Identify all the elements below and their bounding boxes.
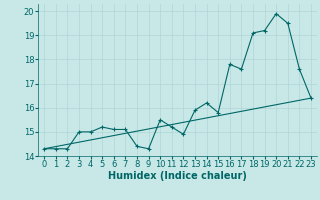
X-axis label: Humidex (Indice chaleur): Humidex (Indice chaleur) xyxy=(108,171,247,181)
